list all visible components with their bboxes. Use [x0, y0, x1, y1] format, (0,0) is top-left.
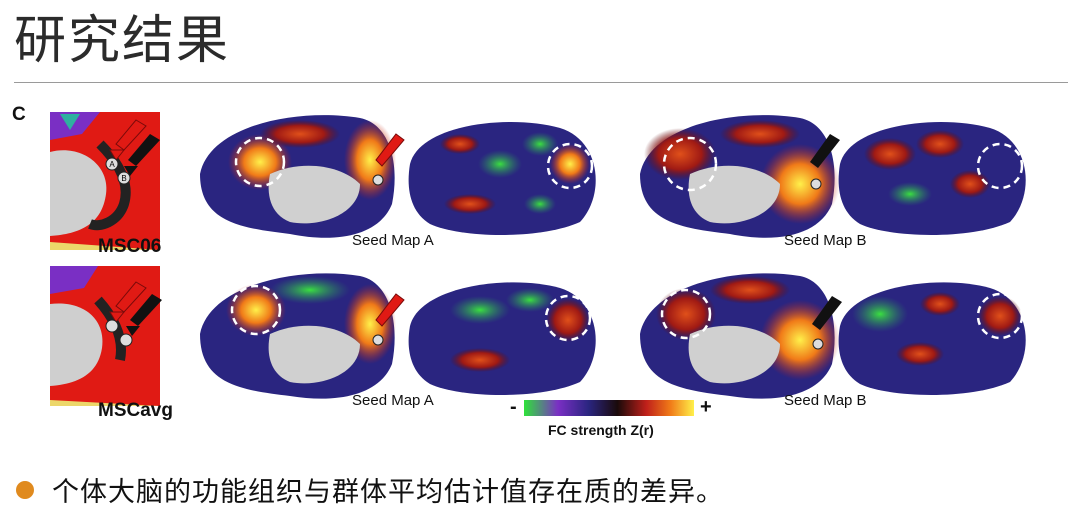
seed-map-label: Seed Map A [352, 392, 434, 409]
seed-map-label: Seed Map B [784, 392, 867, 409]
brain-row1-seedA [200, 115, 596, 238]
seed-marker-a: A [109, 160, 115, 169]
slide-title: 研究结果 [14, 11, 231, 71]
colorbar-plus: + [700, 396, 712, 418]
brain-row1-seedB [640, 115, 1026, 238]
colorbar-label: FC strength Z(r) [548, 422, 654, 438]
subject-label-mscavg: MSCavg [98, 400, 173, 421]
seed-map-label: Seed Map A [352, 232, 434, 249]
inset-msc06 [50, 112, 160, 250]
colorbar [524, 400, 694, 416]
bullet-dot [16, 481, 34, 499]
panel-letter: C [12, 104, 26, 125]
inset-mscavg [50, 266, 162, 406]
seed-marker-b: B [121, 174, 126, 183]
subject-label-msc06: MSC06 [98, 236, 162, 257]
brain-row2-seedB [640, 273, 1026, 399]
seed-map-label: Seed Map B [784, 232, 867, 249]
brain-maps-svg: A B [50, 112, 1026, 416]
brain-figure: A B [40, 104, 1060, 444]
colorbar-minus: - [510, 396, 517, 418]
bullet-text: 个体大脑的功能组织与群体平均估计值存在质的差异。 [52, 477, 724, 508]
brain-row2-seedA [200, 273, 596, 399]
title-divider [14, 82, 1068, 83]
